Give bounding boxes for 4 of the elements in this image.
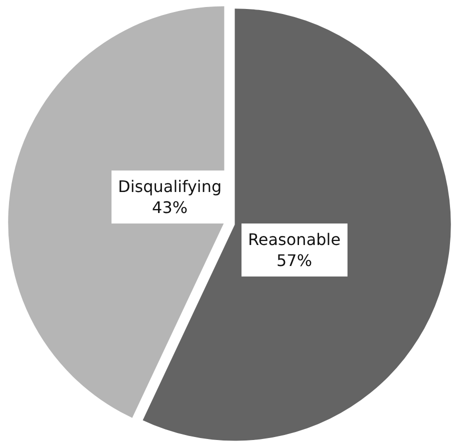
slice-label: Reasonable — [248, 230, 341, 249]
slice-label: Disqualifying — [118, 177, 222, 196]
data-label: 43% — [152, 198, 188, 217]
data-label: 57% — [276, 250, 312, 270]
